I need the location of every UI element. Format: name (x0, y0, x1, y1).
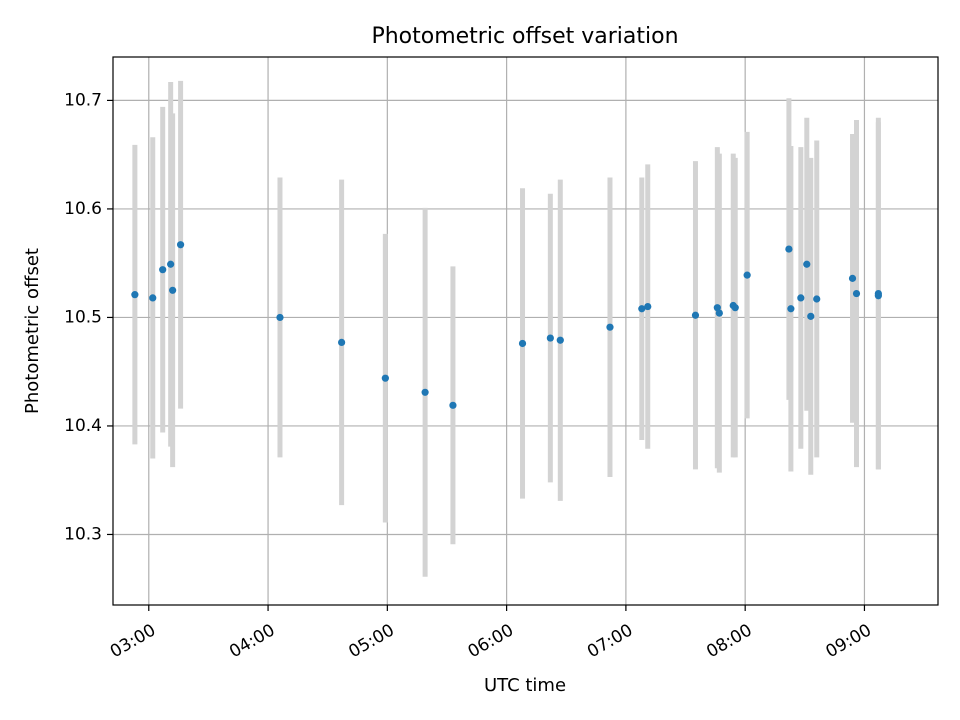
y-tick-label: 10.5 (64, 307, 102, 327)
data-point (276, 313, 284, 322)
data-point (518, 339, 527, 348)
data-point (149, 294, 157, 302)
data-point (338, 338, 346, 346)
data-point (852, 289, 861, 298)
y-axis-label: Photometric offset (22, 248, 43, 414)
data-point (169, 286, 177, 294)
data-point (813, 295, 821, 303)
data-point (803, 260, 811, 268)
data-point (131, 291, 139, 299)
data-point (638, 305, 646, 313)
plot-frame (112, 56, 939, 606)
data-point (176, 241, 185, 249)
y-tick-label: 10.3 (64, 524, 102, 544)
chart-title: Photometric offset variation (371, 24, 678, 49)
y-tick-label: 10.7 (64, 90, 102, 110)
y-tick-label: 10.6 (64, 199, 102, 219)
data-points (131, 241, 882, 409)
y-tick-label: 10.4 (64, 416, 102, 436)
data-point (787, 305, 795, 313)
data-point (421, 388, 429, 396)
data-point (785, 245, 793, 253)
data-point (159, 266, 167, 274)
data-point (731, 304, 739, 312)
data-point (606, 323, 614, 331)
data-point (743, 271, 751, 279)
data-point (797, 294, 805, 302)
data-point (874, 292, 882, 300)
data-point (546, 334, 554, 342)
data-point (381, 374, 389, 382)
data-point (167, 260, 175, 268)
data-point (848, 274, 857, 282)
data-point (644, 302, 652, 311)
x-axis-label: UTC time (484, 675, 566, 696)
data-point (556, 336, 564, 344)
data-point (807, 312, 815, 320)
data-point (715, 309, 723, 317)
data-point (449, 401, 457, 409)
data-point (691, 311, 700, 319)
data-point (713, 304, 721, 312)
